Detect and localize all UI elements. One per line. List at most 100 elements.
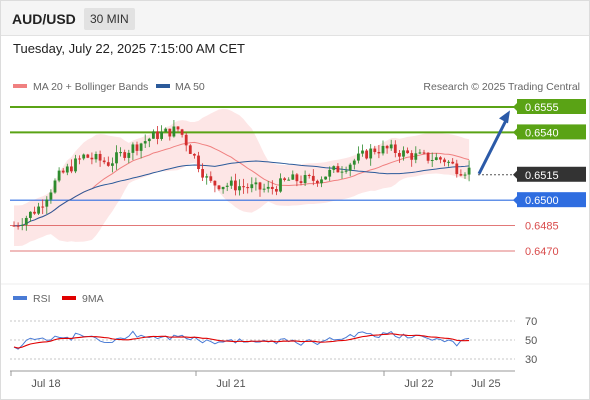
candle-body bbox=[188, 145, 192, 154]
level-labels: 0.6555 0.6540 0.6515 0.6500 0.6485 0.6470 bbox=[513, 99, 586, 258]
candle-body bbox=[184, 134, 188, 146]
candle-body bbox=[279, 178, 282, 192]
candle-body bbox=[143, 141, 147, 144]
candle bbox=[324, 176, 327, 180]
candle-body bbox=[254, 182, 258, 185]
candle-body bbox=[246, 187, 250, 189]
candle-body bbox=[426, 152, 430, 161]
candle bbox=[344, 166, 348, 174]
candle-body bbox=[82, 154, 86, 159]
candle bbox=[439, 156, 442, 164]
candle bbox=[123, 149, 127, 161]
ma50-legend-label: MA 50 bbox=[175, 81, 205, 93]
candle-body bbox=[131, 144, 135, 153]
candle bbox=[41, 199, 45, 215]
candle bbox=[160, 125, 163, 141]
candle bbox=[275, 186, 278, 196]
level-label-pointer-0.6540 bbox=[513, 128, 517, 137]
candle bbox=[12, 221, 16, 227]
candle-body bbox=[270, 186, 274, 189]
candle bbox=[426, 152, 430, 164]
candle bbox=[455, 159, 459, 178]
candle bbox=[266, 180, 270, 193]
symbol-title: AUD/USD bbox=[12, 11, 76, 27]
candle bbox=[115, 145, 118, 170]
rsi-ma-legend-swatch bbox=[62, 296, 76, 300]
timeframe-badge[interactable]: 30 MIN bbox=[84, 8, 135, 30]
rsi-tick-label-30: 30 bbox=[525, 354, 537, 366]
candle-body bbox=[266, 186, 270, 189]
candle-body bbox=[102, 160, 106, 163]
candle-body bbox=[451, 161, 455, 164]
candle-body bbox=[127, 152, 131, 158]
rsi-tick-label-50: 50 bbox=[525, 335, 537, 347]
candle bbox=[20, 218, 24, 231]
candle bbox=[422, 149, 426, 155]
candle bbox=[156, 126, 159, 145]
candle-body bbox=[98, 153, 102, 161]
level-label-0.6485: 0.6485 bbox=[525, 221, 559, 233]
candle-body bbox=[12, 225, 16, 227]
candle-body bbox=[328, 169, 332, 177]
candle-body bbox=[106, 162, 110, 166]
candle-body bbox=[205, 176, 209, 178]
candle bbox=[262, 183, 266, 193]
candle bbox=[213, 180, 217, 193]
candle-body bbox=[414, 153, 418, 160]
candle bbox=[184, 132, 188, 152]
bollinger-band-area bbox=[14, 108, 470, 247]
candle bbox=[152, 129, 155, 139]
chart-datetime: Tuesday, July 22, 2025 7:15:00 AM CET bbox=[13, 41, 245, 56]
candle bbox=[393, 140, 397, 158]
candle-body bbox=[336, 166, 340, 173]
rsi-legend: RSI 9MA bbox=[13, 293, 104, 305]
candle-body bbox=[86, 154, 90, 158]
candle bbox=[82, 153, 86, 161]
candle-body bbox=[176, 126, 180, 130]
candle bbox=[86, 153, 90, 159]
level-label-pointer-0.6500 bbox=[513, 196, 517, 205]
candle bbox=[291, 170, 295, 180]
candle-body bbox=[295, 174, 299, 182]
candle bbox=[217, 184, 221, 191]
candle bbox=[340, 166, 344, 179]
candle-body bbox=[24, 217, 28, 225]
candle-body bbox=[316, 180, 319, 184]
candle-body bbox=[430, 160, 434, 162]
level-label-box-0.6500 bbox=[517, 192, 586, 208]
candle bbox=[242, 178, 245, 194]
candle-body bbox=[152, 131, 155, 139]
candle-body bbox=[33, 211, 36, 214]
candle-body bbox=[70, 166, 73, 172]
ma20-legend-label: MA 20 + Bollinger Bands bbox=[33, 81, 148, 93]
candle-body bbox=[201, 169, 204, 178]
moving-averages bbox=[13, 141, 470, 227]
candle-body bbox=[369, 148, 373, 159]
candle bbox=[443, 157, 446, 167]
candle bbox=[430, 152, 434, 167]
candle-body bbox=[262, 188, 266, 190]
candle-body bbox=[357, 153, 360, 161]
candle bbox=[225, 182, 229, 192]
candle bbox=[451, 158, 455, 165]
candle bbox=[447, 160, 450, 167]
candle bbox=[209, 171, 213, 183]
candle bbox=[139, 142, 143, 159]
rsi-legend-label: RSI bbox=[33, 293, 51, 305]
bollinger-bands bbox=[14, 108, 470, 247]
candle-body bbox=[324, 176, 327, 180]
candle-body bbox=[193, 153, 196, 156]
candle bbox=[188, 144, 192, 154]
candle bbox=[381, 140, 385, 156]
candle bbox=[410, 150, 414, 167]
candle bbox=[467, 160, 471, 182]
candle bbox=[90, 152, 94, 165]
candle-body bbox=[37, 206, 40, 214]
candle-body bbox=[459, 174, 463, 176]
candle bbox=[201, 163, 204, 182]
candle-body bbox=[439, 157, 442, 160]
candle bbox=[168, 128, 172, 141]
candle bbox=[320, 176, 323, 188]
candle-body bbox=[348, 164, 352, 171]
candle-body bbox=[225, 185, 229, 187]
